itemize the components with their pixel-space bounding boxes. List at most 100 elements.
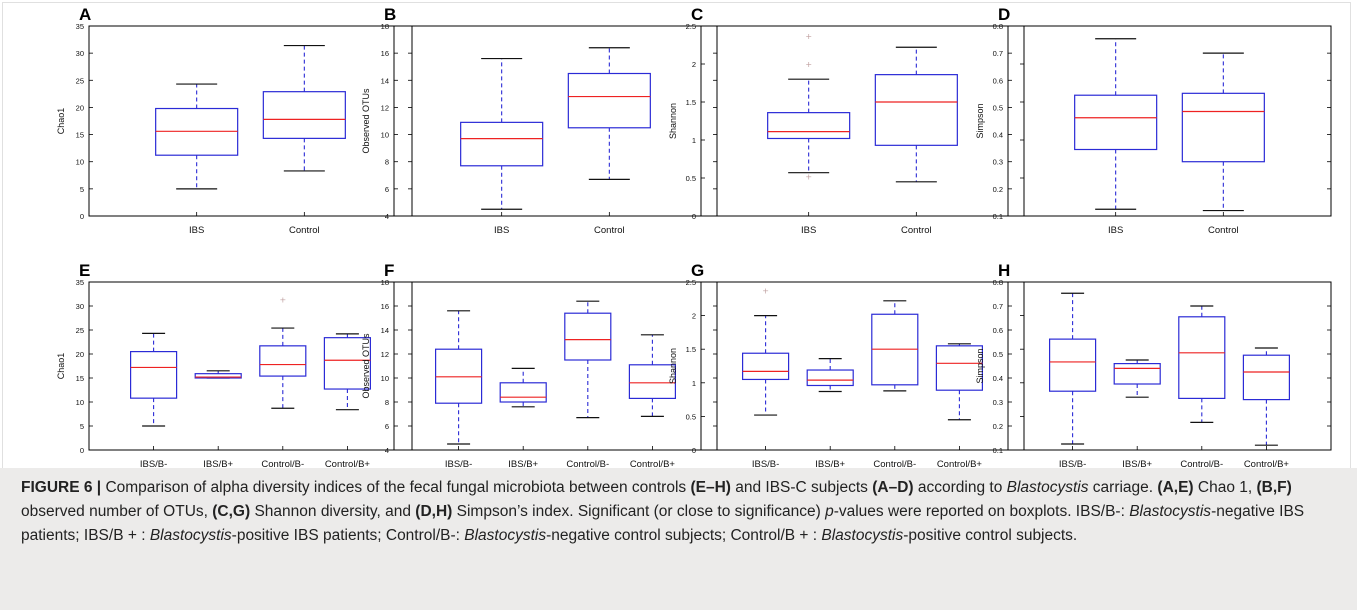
x-tick-label: IBS/B- [445,459,472,468]
y-tick-label: 0.2 [993,185,1003,194]
caption-segment: (A,E) [1157,479,1194,496]
y-tick-label: 25 [76,76,84,85]
x-tick-label: IBS/B- [752,459,779,468]
caption-segment: Blastocystis [149,527,232,544]
box [935,345,984,391]
y-axis-label: Simpson [975,348,985,383]
plot-area [88,281,413,451]
y-tick-label: 20 [76,103,84,112]
caption-segment: Blastocystis [464,527,547,544]
x-tick-label: Control/B- [566,459,609,468]
box [262,91,346,139]
y-tick-label: 0.2 [993,422,1003,431]
x-tick-label: Control/B+ [937,459,983,468]
caption-segment: Blastocystis [1006,479,1089,496]
x-tick-label: Control/B+ [1244,459,1290,468]
y-tick-label: 0.5 [686,412,696,421]
caption-segment: Simpson’s index. Significant (or close t… [452,503,826,520]
x-tick-label: IBS/B- [140,459,167,468]
box [1113,363,1161,385]
box [460,121,544,167]
y-tick-label: 8 [385,158,389,167]
box [874,74,958,146]
y-tick-label: 0.8 [993,22,1003,31]
caption-segment: Blastocystis [1129,503,1212,520]
plot-area [393,25,718,217]
y-tick-label: 25 [76,326,84,335]
y-axis-label: Chao1 [56,108,66,135]
x-tick-label: IBS [494,225,509,236]
y-tick-label: 0.6 [993,326,1003,335]
y-tick-label: 15 [76,131,84,140]
y-tick-label: 18 [381,278,389,287]
box [741,352,790,381]
panel-letter: H [998,261,1010,280]
y-axis-label: Observed OTUs [361,88,371,154]
box [1074,94,1158,151]
plot-area [393,281,718,451]
caption-text: Comparison of alpha diversity indices of… [21,479,1304,544]
y-tick-label: 1 [692,379,696,388]
x-tick-label: Control [289,225,320,236]
y-tick-label: 8 [385,398,389,407]
y-tick-label: 30 [76,302,84,311]
box [1178,316,1226,399]
panel-letter: F [384,261,394,280]
caption-segment: p [825,503,834,520]
panel-letter: D [998,5,1010,24]
y-tick-label: 20 [76,350,84,359]
y-tick-label: 0.6 [993,76,1003,85]
y-tick-label: 0 [692,446,696,455]
box [1242,354,1291,401]
caption-segment: -positive control subjects. [903,527,1078,544]
y-tick-label: 0 [80,446,84,455]
box [806,369,854,387]
y-tick-label: 14 [381,76,389,85]
y-tick-label: 10 [381,131,389,140]
box [323,337,371,390]
y-tick-label: 14 [381,326,389,335]
x-tick-label: IBS [801,225,816,236]
y-tick-label: 0.3 [993,398,1003,407]
y-axis-label: Observed OTUs [361,333,371,399]
box [259,345,307,377]
y-tick-label: 6 [385,422,389,431]
y-tick-label: 35 [76,278,84,287]
y-tick-label: 0.1 [993,446,1003,455]
x-tick-label: IBS [189,225,204,236]
box [628,364,677,399]
figure-caption: FIGURE 6 | Comparison of alpha diversity… [21,476,1341,548]
y-tick-label: 1 [692,136,696,145]
caption-segment: -values were reported on boxplots. IBS/B… [833,503,1130,520]
y-tick-label: 16 [381,49,389,58]
figure-label: FIGURE 6 | [21,479,102,496]
plot-area [1007,25,1332,217]
box [1048,338,1097,392]
outlier-point: + [279,295,286,304]
caption-segment: observed number of OTUs, [21,503,213,520]
caption-segment: -negative control subjects; Control/B + … [546,527,822,544]
y-tick-label: 2.5 [686,22,696,31]
y-tick-label: 2.5 [686,278,696,287]
caption-segment: carriage. [1088,479,1158,496]
y-tick-label: 15 [76,374,84,383]
y-tick-label: 30 [76,49,84,58]
y-tick-label: 0.5 [686,174,696,183]
y-tick-label: 0 [80,212,84,221]
x-tick-label: IBS/B+ [203,459,233,468]
y-tick-label: 0.4 [993,374,1003,383]
x-tick-label: Control/B- [1180,459,1223,468]
caption-segment: according to [913,479,1007,496]
x-tick-label: IBS [1108,225,1123,236]
y-tick-label: 35 [76,22,84,31]
plot-area [700,25,1025,217]
y-tick-label: 0.7 [993,302,1003,311]
caption-segment: (B,F) [1256,479,1292,496]
box [1181,92,1265,163]
y-tick-label: 0.4 [993,131,1003,140]
caption-segment: (C,G) [212,503,251,520]
y-tick-label: 10 [76,398,84,407]
caption-segment: -negative IBS patients; IBS/B + : [21,503,1305,544]
outlier-point: + [805,172,812,181]
plot-area [88,25,413,217]
